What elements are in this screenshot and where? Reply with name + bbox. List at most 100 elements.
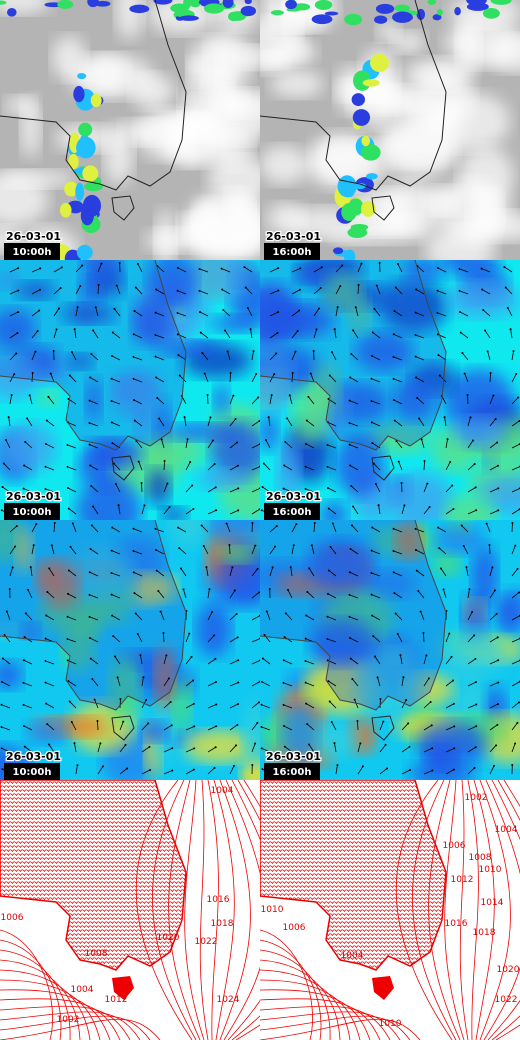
wind-arrow-head <box>284 440 287 443</box>
wind-arrow <box>67 421 77 427</box>
rain <box>374 15 388 24</box>
wind-arrow-head <box>39 267 42 270</box>
wind-arrow <box>251 568 258 577</box>
wind-arrow-head <box>140 482 143 485</box>
wind-arrow-head <box>405 698 408 701</box>
wind-arrow <box>247 307 253 317</box>
wind-arrow <box>393 571 403 577</box>
wind-arrow-head <box>29 566 32 569</box>
wind-arrow-head <box>268 588 271 591</box>
wind-arrow-head <box>142 676 145 679</box>
wind-arrow-head <box>333 328 336 331</box>
rain <box>95 0 111 7</box>
wind-arrow-head <box>111 526 114 529</box>
rain <box>482 8 500 19</box>
wind-arrow <box>372 527 381 533</box>
cloud <box>104 123 134 186</box>
wind-blob <box>378 279 448 333</box>
wind-arrow-head <box>132 355 135 358</box>
wind-arrow <box>308 568 315 577</box>
tasmania <box>111 715 135 741</box>
wind-arrow <box>376 285 381 295</box>
wind-arrow <box>251 487 260 493</box>
wind-arrow-head <box>259 487 260 490</box>
isobar <box>0 929 53 1040</box>
wind-arrow-head <box>414 355 417 358</box>
wind-arrow-head <box>315 328 318 331</box>
wind-arrow-head <box>282 681 285 684</box>
wind-arrow-head <box>192 507 195 510</box>
wind-arrow <box>6 611 11 621</box>
wind-arrow-head <box>299 267 302 270</box>
wind-blob <box>403 260 445 283</box>
wind-arrow-head <box>484 329 487 332</box>
wind-arrow <box>467 725 477 731</box>
wind-arrow <box>114 656 121 665</box>
wind-arrow <box>416 570 425 577</box>
wind-arrow-head <box>213 766 216 769</box>
wind-arrow-head <box>167 677 170 680</box>
wind-arrow-head <box>114 655 117 658</box>
wind-arrow <box>224 330 231 339</box>
wind-arrow-head <box>110 421 113 424</box>
isobar-label: 1002 <box>57 1015 80 1025</box>
wind-arrow-head <box>224 329 227 332</box>
date-label: 26-03-01 <box>266 750 321 763</box>
wind-arrow <box>185 703 195 709</box>
wind-blob <box>75 478 142 520</box>
cloud <box>422 186 464 215</box>
rain <box>227 11 240 22</box>
wind-arrow <box>229 703 239 709</box>
wind-blob <box>196 468 251 490</box>
wind-arrow-head <box>154 333 157 336</box>
wind-arrow <box>291 330 298 339</box>
wind-arrow-head <box>370 571 373 574</box>
wind-arrow <box>335 307 339 317</box>
wind-arrow-head <box>429 700 432 703</box>
wind-arrow-head <box>287 588 290 591</box>
wind-arrow <box>305 466 315 471</box>
wind-arrow-head <box>474 746 477 749</box>
rain <box>427 0 437 5</box>
wind-arrow <box>263 463 271 471</box>
wind-arrow <box>178 354 187 361</box>
wind-arrow <box>371 355 381 361</box>
wind-blob <box>172 676 192 732</box>
wind-arrow-head <box>461 351 464 354</box>
wind-arrow-head <box>256 721 259 724</box>
wind-arrow <box>291 289 301 295</box>
wind-arrow-head <box>258 614 260 617</box>
cloud <box>391 31 426 53</box>
wind-arrow <box>350 548 359 555</box>
wind-arrow-head <box>214 486 217 489</box>
wind-arrow <box>357 284 360 295</box>
wind-arrow <box>352 506 359 515</box>
wind-arrow <box>481 289 491 295</box>
wind-arrow <box>46 615 55 621</box>
rain <box>204 3 224 14</box>
wind-arrow <box>157 265 165 273</box>
wind-arrow-head <box>509 328 512 331</box>
wind-arrow <box>251 660 260 665</box>
wind-blob <box>260 413 279 453</box>
wind-arrow-head <box>437 354 440 357</box>
wind-arrow-head <box>259 465 260 468</box>
wind-arrow <box>114 308 121 317</box>
isobar-label: 1008 <box>85 949 108 959</box>
wind-arrow <box>67 466 77 471</box>
wind-arrow-head <box>348 593 351 596</box>
wind-blob <box>443 494 497 520</box>
wind-arrow <box>289 395 293 405</box>
rain <box>153 0 173 5</box>
wind-arrow-head <box>417 590 420 593</box>
wind-arrow <box>261 681 271 687</box>
wind-arrow-head <box>488 544 491 547</box>
wind-arrow-head <box>277 289 280 292</box>
wind-arrow <box>31 523 37 533</box>
wind-arrow <box>111 550 121 555</box>
isobar <box>0 949 71 1040</box>
wind-arrow <box>75 765 78 775</box>
wind-arrow <box>438 354 447 361</box>
wind-arrow <box>3 463 11 471</box>
wind-arrow-head <box>449 461 452 464</box>
